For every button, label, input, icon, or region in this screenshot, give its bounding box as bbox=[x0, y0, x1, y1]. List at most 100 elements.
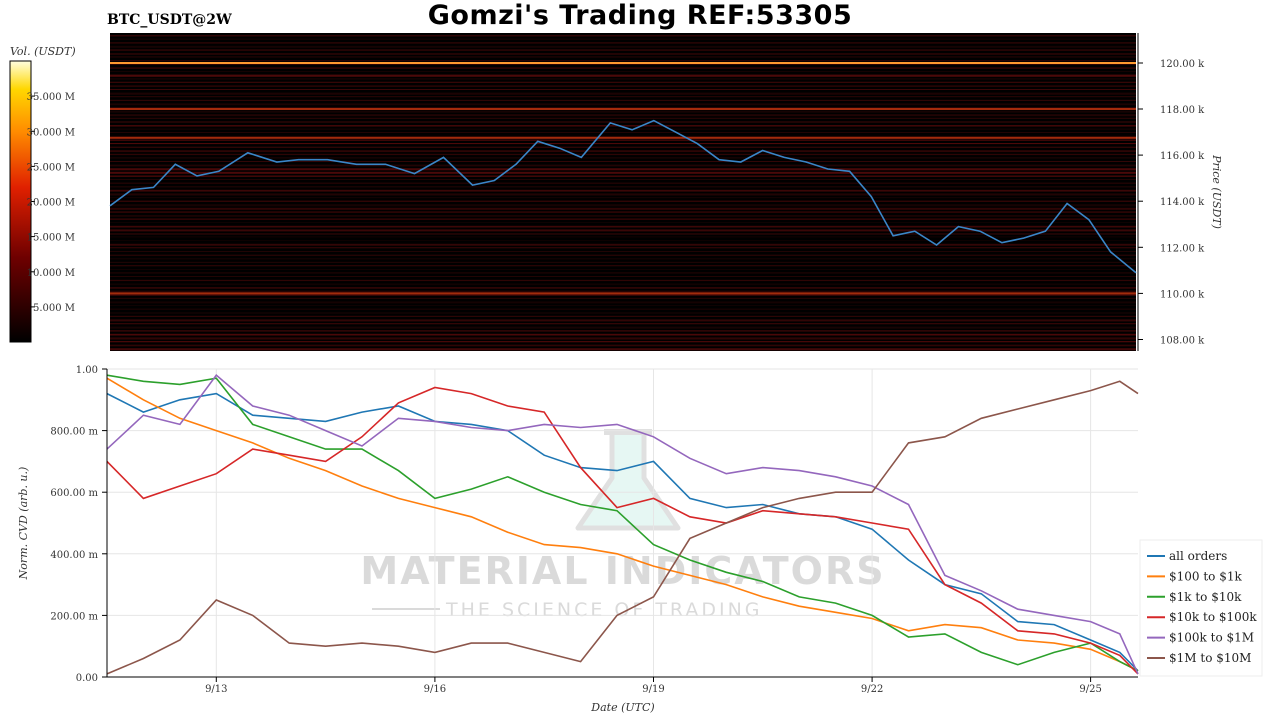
liquidity-band bbox=[110, 49, 1136, 51]
series-line bbox=[106, 380, 1139, 675]
legend-label: all orders bbox=[1169, 549, 1227, 563]
heatmap-y-tick-label: 114.00 k bbox=[1160, 197, 1205, 208]
cvd-y-tick-label: 0.00 bbox=[76, 673, 98, 684]
liquidity-band bbox=[110, 45, 1136, 48]
liquidity-band bbox=[110, 89, 1136, 90]
cvd-x-tick-label: 9/13 bbox=[205, 684, 227, 695]
liquidity-band bbox=[110, 236, 1136, 238]
symbol-label: BTC_USDT@2W bbox=[107, 12, 232, 28]
cvd-x-tick-label: 9/16 bbox=[424, 684, 446, 695]
liquidity-band bbox=[110, 290, 1136, 293]
liquidity-band bbox=[110, 117, 1136, 119]
liquidity-band bbox=[110, 161, 1136, 162]
colorbar-tick-label: 30.000 M bbox=[27, 127, 75, 138]
liquidity-band bbox=[110, 78, 1136, 80]
price-line bbox=[109, 119, 1137, 274]
liquidity-band bbox=[110, 305, 1136, 306]
series-line bbox=[106, 386, 1139, 675]
liquidity-band bbox=[110, 99, 1136, 101]
liquidity-band bbox=[110, 92, 1136, 95]
liquidity-band bbox=[110, 344, 1136, 347]
liquidity-band bbox=[110, 348, 1136, 351]
chart-title: Gomzi's Trading REF:53305 bbox=[427, 0, 853, 31]
liquidity-band bbox=[110, 233, 1136, 235]
liquidity-band bbox=[110, 251, 1136, 252]
liquidity-band bbox=[110, 38, 1136, 40]
colorbar-label: Vol. (USDT) bbox=[10, 45, 76, 58]
colorbar-tick-label: 15.000 M bbox=[27, 233, 75, 244]
series-line bbox=[106, 374, 1139, 675]
legend-label: $1k to $10k bbox=[1169, 590, 1242, 604]
liquidity-band bbox=[110, 279, 1136, 282]
liquidity-band bbox=[110, 164, 1136, 167]
liquidity-band bbox=[110, 157, 1136, 159]
liquidity-band bbox=[110, 60, 1136, 62]
liquidity-band bbox=[110, 319, 1136, 322]
liquidity-band bbox=[110, 189, 1136, 192]
heatmap-y-tick-label: 112.00 k bbox=[1160, 243, 1205, 254]
watermark-tagline: THE SCIENCE OF TRADING bbox=[445, 599, 763, 621]
liquidity-band bbox=[110, 168, 1136, 171]
liquidity-band bbox=[110, 207, 1136, 210]
liquidity-band bbox=[110, 128, 1136, 130]
cvd-y-axis-label: Norm. CVD (arb. u.) bbox=[17, 467, 30, 581]
liquidity-band bbox=[110, 197, 1136, 199]
liquidity-band bbox=[110, 53, 1136, 55]
liquidity-band bbox=[110, 125, 1136, 127]
liquidity-band bbox=[110, 103, 1136, 106]
cvd-y-tick-label: 400.00 m bbox=[50, 550, 98, 561]
liquidity-band bbox=[110, 247, 1136, 249]
liquidity-band bbox=[110, 107, 1136, 109]
liquidity-band bbox=[110, 200, 1136, 202]
colorbar-tick-label: 25.000 M bbox=[27, 162, 75, 173]
liquidity-band bbox=[110, 175, 1136, 177]
heatmap-y-tick-label: 108.00 k bbox=[1160, 336, 1205, 347]
liquidity-band bbox=[110, 312, 1136, 314]
heatmap-y-tick-label: 120.00 k bbox=[1160, 59, 1205, 70]
heatmap-background bbox=[110, 33, 1136, 351]
liquidity-band bbox=[110, 63, 1136, 65]
liquidity-band bbox=[110, 341, 1136, 343]
liquidity-band bbox=[110, 283, 1136, 286]
heatmap-y-tick-label: 110.00 k bbox=[1160, 289, 1205, 300]
heatmap-y-axis-label: Price (USDT) bbox=[1210, 154, 1223, 229]
liquidity-band bbox=[110, 215, 1136, 217]
heatmap-y-tick-label: 116.00 k bbox=[1160, 151, 1205, 162]
liquidity-band bbox=[110, 326, 1136, 329]
liquidity-band bbox=[110, 182, 1136, 184]
series-line bbox=[106, 374, 1139, 672]
cvd-y-tick-label: 800.00 m bbox=[50, 427, 98, 438]
liquidity-band bbox=[110, 135, 1136, 138]
cvd-x-tick-label: 9/22 bbox=[861, 684, 883, 695]
liquidity-band bbox=[110, 150, 1136, 153]
legend: all orders $100 to $1k $1k to $10k $10k to … bbox=[1139, 539, 1263, 677]
liquidity-band bbox=[110, 74, 1136, 77]
series-line bbox=[106, 377, 1139, 672]
liquidity-band bbox=[110, 153, 1136, 156]
legend-label: $10k to $100k bbox=[1169, 610, 1257, 624]
cvd-panel: 0.00 200.00 m 400.00 m 600.00 m 800.00 m 1.00… bbox=[17, 365, 1139, 714]
legend-box bbox=[1139, 539, 1263, 677]
liquidity-band bbox=[110, 204, 1136, 207]
legend-label: $100 to $1k bbox=[1169, 569, 1242, 583]
colorbar-tick-label: 10.000 M bbox=[27, 268, 75, 279]
liquidity-band bbox=[110, 110, 1136, 113]
flask-icon bbox=[575, 429, 681, 531]
liquidity-band bbox=[110, 308, 1136, 310]
liquidity-band bbox=[110, 85, 1136, 87]
liquidity-band bbox=[110, 186, 1136, 188]
liquidity-band bbox=[110, 269, 1136, 270]
liquidity-band bbox=[110, 297, 1136, 299]
liquidity-band bbox=[110, 330, 1136, 332]
liquidity-band bbox=[110, 132, 1136, 133]
liquidity-band bbox=[110, 171, 1136, 174]
liquidity-band bbox=[110, 211, 1136, 213]
watermark-brand: MATERIAL INDICATORS bbox=[360, 549, 885, 593]
liquidity-band bbox=[110, 333, 1136, 336]
liquidity-band bbox=[110, 265, 1136, 267]
liquidity-band bbox=[110, 229, 1136, 232]
liquidity-band bbox=[110, 139, 1136, 141]
liquidity-band bbox=[110, 272, 1136, 274]
heatmap-panel: 120.00 k 118.00 k 116.00 k 114.00 k 112.00 k… bbox=[109, 33, 1223, 351]
liquidity-band bbox=[110, 71, 1136, 72]
